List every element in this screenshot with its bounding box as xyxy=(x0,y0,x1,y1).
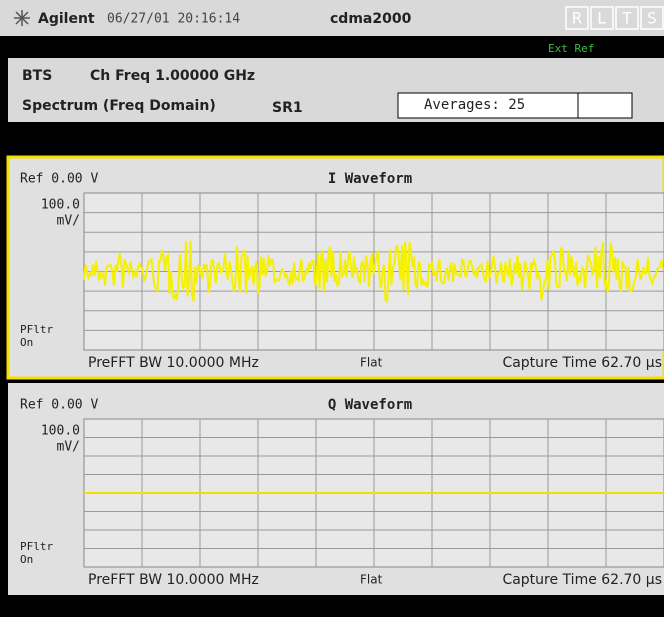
aux-box xyxy=(577,92,633,119)
indicator-box xyxy=(640,6,664,30)
indicator-box xyxy=(590,6,614,30)
scale-unit: mV/ xyxy=(57,214,80,229)
mode: cdma2000 xyxy=(330,11,412,27)
panel-title: Q Waveform xyxy=(328,397,412,413)
panel-title: I Waveform xyxy=(328,171,412,187)
window: Flat xyxy=(360,356,383,370)
indicator: L xyxy=(597,9,607,28)
datetime: 06/27/01 20:16:14 xyxy=(107,12,240,27)
device: BTS xyxy=(22,68,52,84)
indicator: R xyxy=(572,9,582,28)
measurement: Spectrum (Freq Domain) xyxy=(22,98,216,114)
scale: 100.0 xyxy=(41,424,80,439)
bandwidth: PreFFT BW 10.0000 MHz xyxy=(88,572,259,588)
waveform xyxy=(83,240,664,304)
radio-config: SR1 xyxy=(272,100,303,116)
scale-unit: mV/ xyxy=(57,440,80,455)
window: Flat xyxy=(360,573,383,587)
indicator: S xyxy=(647,9,657,28)
ch-freq: Ch Freq 1.00000 GHz xyxy=(90,68,255,84)
filter: PFltr xyxy=(20,540,53,553)
filter: PFltr xyxy=(20,323,53,336)
indicator-box xyxy=(565,6,589,30)
averages: Averages: 25 xyxy=(424,97,525,113)
capture-time: Capture Time 62.70 µs xyxy=(502,572,662,588)
ref-level: Ref 0.00 V xyxy=(20,172,98,187)
capture-time: Capture Time 62.70 µs xyxy=(502,355,662,371)
indicator: T xyxy=(622,9,632,28)
filter-state: On xyxy=(20,553,33,566)
scale: 100.0 xyxy=(41,198,80,213)
brand: Agilent xyxy=(38,11,95,27)
ext-ref: Ext Ref xyxy=(548,42,594,55)
bandwidth: PreFFT BW 10.0000 MHz xyxy=(88,355,259,371)
logo xyxy=(14,10,30,26)
indicator-box xyxy=(615,6,639,30)
filter-state: On xyxy=(20,336,33,349)
ref-level: Ref 0.00 V xyxy=(20,398,98,413)
title-bar xyxy=(0,0,664,36)
